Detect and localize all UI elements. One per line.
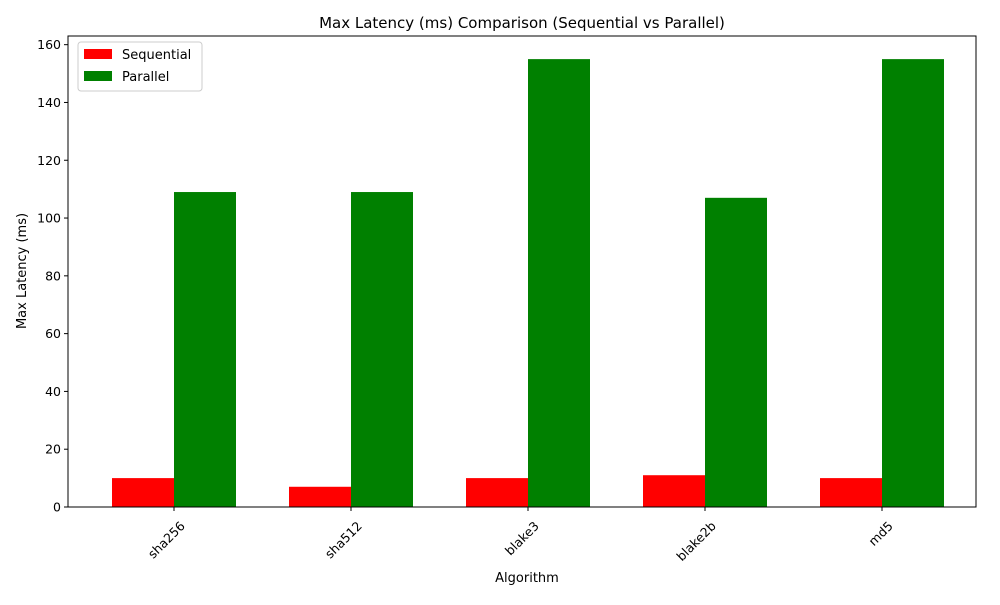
- y-tick-label: 80: [45, 268, 61, 283]
- chart-title: Max Latency (ms) Comparison (Sequential …: [319, 14, 725, 32]
- y-axis-label: Max Latency (ms): [15, 213, 30, 329]
- legend: Sequential Parallel: [77, 41, 203, 92]
- bar-parallel-md5: [882, 59, 944, 507]
- bar-sequential-sha512: [289, 486, 351, 507]
- bar-sequential-blake2b: [643, 475, 705, 507]
- x-tick-label: sha256: [145, 518, 188, 561]
- bar-parallel-blake3: [528, 59, 590, 507]
- legend-swatch-parallel: [84, 71, 112, 81]
- y-axis: 0 20 40 60 80 100 120 140 160: [37, 37, 68, 515]
- y-tick-label: 140: [37, 95, 61, 110]
- x-tick-label: blake2b: [673, 518, 719, 564]
- bar-parallel-sha512: [351, 192, 413, 507]
- legend-label-parallel: Parallel: [122, 70, 169, 85]
- legend-swatch-sequential: [84, 49, 112, 59]
- bars-layer: [112, 59, 944, 507]
- bar-sequential-blake3: [466, 478, 528, 507]
- x-tick-label: blake3: [502, 518, 542, 558]
- x-axis: sha256 sha512 blake3 blake2b md5: [145, 507, 896, 564]
- legend-label-sequential: Sequential: [122, 48, 191, 63]
- y-tick-label: 0: [53, 500, 61, 515]
- bar-parallel-blake2b: [705, 197, 767, 507]
- bar-sequential-md5: [820, 478, 882, 507]
- y-tick-label: 160: [37, 37, 61, 52]
- y-tick-label: 100: [37, 211, 61, 226]
- x-axis-label: Algorithm: [495, 571, 559, 586]
- x-tick-label: sha512: [322, 518, 365, 561]
- y-tick-label: 120: [37, 153, 61, 168]
- y-tick-label: 60: [45, 326, 61, 341]
- y-tick-label: 20: [45, 442, 61, 457]
- bar-parallel-sha256: [174, 192, 236, 507]
- y-tick-label: 40: [45, 384, 61, 399]
- x-tick-label: md5: [865, 518, 895, 548]
- bar-sequential-sha256: [112, 478, 174, 507]
- plot-frame: [67, 35, 977, 508]
